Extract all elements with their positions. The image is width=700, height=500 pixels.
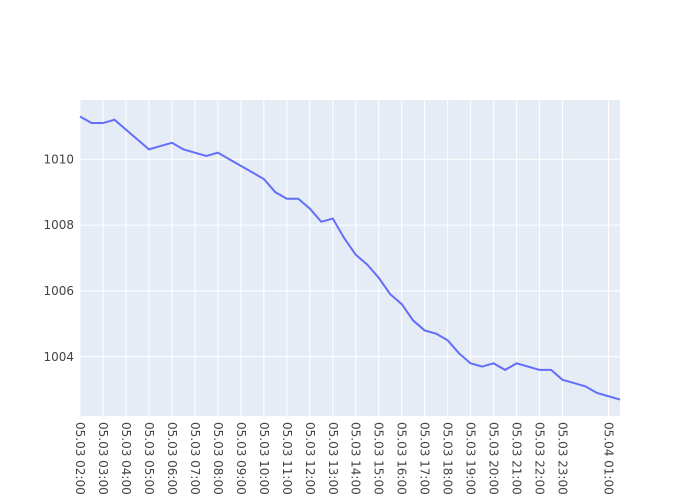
series-line [79,115,621,401]
x-tick-label: 05.03 17:00 [418,422,432,495]
x-tick-label: 05.03 07:00 [188,422,202,495]
x-tick-label: 05.03 11:00 [280,422,294,495]
x-tick-label: 05.03 10:00 [257,422,271,495]
x-tick-labels: 05.03 02:00 05.03 03:00 05.03 04:00 05.03 0… [73,422,616,495]
x-tick-label: 05.03 14:00 [349,422,363,495]
x-tick-label: 05.03 22:00 [533,422,547,495]
x-tick-label: 05.03 09:00 [234,422,248,495]
x-tick-label: 05.03 03:00 [96,422,110,495]
y-tick-labels: 1004 1006 1008 1010 [43,152,74,364]
x-tick-label: 05.03 23:00 [556,422,570,495]
x-tick-label: 05.04 01:00 [602,422,616,495]
x-tick-label: 05.03 16:00 [395,422,409,495]
x-tick-label: 05.03 04:00 [119,422,133,495]
x-tick-label: 05.03 20:00 [487,422,501,495]
x-tick-label: 05.03 19:00 [464,422,478,495]
x-tick-label: 05.03 18:00 [441,422,455,495]
x-tick-label: 05.03 08:00 [211,422,225,495]
y-gridlines [80,158,620,358]
y-tick-label: 1004 [43,350,74,364]
x-tick-label: 05.03 21:00 [510,422,524,495]
y-tick-label: 1006 [43,284,74,298]
x-tick-label: 05.03 02:00 [73,422,87,495]
y-tick-label: 1010 [43,152,74,166]
x-tick-label: 05.03 15:00 [372,422,386,495]
x-tick-label: 05.03 12:00 [303,422,317,495]
x-tick-label: 05.03 13:00 [326,422,340,495]
plot-background [80,100,620,416]
y-tick-label: 1008 [43,218,74,232]
x-tick-label: 05.03 05:00 [142,422,156,495]
x-tick-label: 05.03 06:00 [165,422,179,495]
